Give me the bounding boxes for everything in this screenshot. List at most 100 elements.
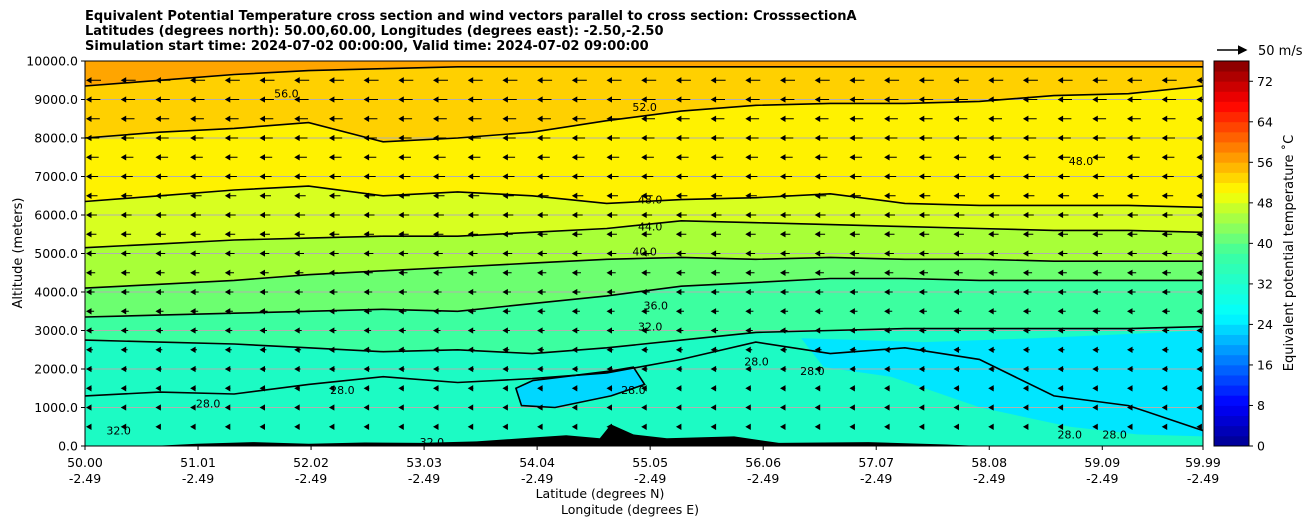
wind-vector [710, 192, 723, 199]
wind-vector [1161, 404, 1168, 411]
wind-vector [155, 77, 171, 84]
wind-vector [190, 77, 206, 84]
contour-label: 28.0 [1058, 428, 1083, 441]
wind-vector [641, 269, 651, 276]
wind-vector [190, 173, 203, 180]
colorbar-tick-label: 40 [1257, 236, 1273, 251]
wind-vector [884, 308, 893, 315]
wind-vector [1057, 346, 1065, 353]
wind-vector [190, 154, 203, 161]
wind-vector [537, 211, 548, 219]
wind-vector [328, 77, 344, 84]
colorbar-segment [1214, 334, 1249, 346]
wind-vector [467, 231, 479, 238]
wind-vector [432, 115, 447, 122]
wind-vector [918, 346, 926, 353]
wind-vector [155, 385, 162, 392]
wind-vector [85, 231, 97, 238]
wind-vector [988, 231, 999, 238]
wind-vector [884, 77, 900, 84]
wind-vector [1196, 346, 1203, 353]
wind-vector [432, 327, 441, 334]
wind-vector [1092, 211, 1104, 219]
wind-vector [1161, 134, 1175, 142]
wind-vector [85, 385, 92, 392]
wind-vector [641, 346, 649, 353]
y-axis-label: Altitude (meters) [11, 198, 26, 309]
wind-vector [606, 231, 617, 238]
wind-vector [224, 404, 231, 411]
wind-vector [606, 173, 619, 180]
wind-vector [1126, 365, 1134, 373]
wind-vector [849, 288, 858, 296]
wind-vector [745, 192, 757, 199]
wind-vector [398, 423, 404, 430]
wind-vector [398, 404, 404, 411]
wind-vector [1161, 327, 1170, 334]
wind-vector [328, 423, 335, 430]
wind-vector [1196, 269, 1203, 276]
wind-vector [224, 250, 235, 257]
wind-vector [675, 211, 687, 219]
colorbar-segment [1214, 162, 1249, 173]
wind-vector [294, 327, 302, 334]
wind-vector [1126, 173, 1140, 180]
wind-vector [953, 327, 961, 334]
wind-vector [675, 288, 685, 296]
wind-vector [467, 250, 478, 257]
wind-vector [675, 115, 690, 122]
wind-vector [710, 365, 717, 373]
wind-vector [432, 250, 443, 257]
wind-vector [155, 250, 166, 257]
wind-vector [1022, 211, 1034, 219]
wind-vector [1022, 134, 1037, 142]
wind-vector [884, 211, 895, 219]
wind-vector [675, 96, 691, 103]
wind-vector [1022, 231, 1034, 238]
wind-vector [745, 423, 751, 430]
wind-vector [224, 173, 237, 180]
wind-vector [918, 77, 934, 84]
wind-vector [675, 385, 682, 392]
wind-vector [675, 327, 684, 334]
wind-vector [1057, 115, 1072, 122]
wind-vector [849, 173, 862, 180]
wind-vector [953, 96, 968, 103]
wind-vector [190, 231, 201, 238]
wind-vector [641, 250, 651, 257]
wind-vector [1126, 404, 1133, 411]
wind-vector [1126, 154, 1140, 161]
wind-vector [918, 365, 926, 373]
wind-vector [467, 269, 477, 276]
wind-vector [537, 365, 544, 373]
wind-vector [606, 288, 616, 296]
wind-vector [432, 288, 442, 296]
wind-vector [745, 211, 757, 219]
wind-vector [259, 423, 265, 430]
colorbar-segment [1214, 91, 1249, 102]
wind-vector [814, 115, 829, 122]
wind-vector [814, 192, 827, 199]
title-line-2: Latitudes (degrees north): 50.00,60.00, … [85, 24, 664, 39]
wind-vector [224, 192, 237, 199]
colorbar-segment [1214, 364, 1249, 376]
wind-vector [675, 231, 687, 238]
wind-vector [259, 288, 269, 296]
wind-vector [432, 154, 446, 161]
wind-vector [779, 365, 787, 373]
wind-vector [537, 77, 553, 84]
wind-vector [606, 154, 620, 161]
wind-vector [120, 115, 135, 122]
wind-vector [641, 308, 650, 315]
wind-vector [467, 308, 476, 315]
wind-vector [849, 96, 864, 103]
wind-vector [224, 211, 236, 219]
wind-vector [537, 173, 550, 180]
colorbar-segment [1214, 172, 1249, 183]
wind-vector [988, 173, 1001, 180]
y-tick-label: 1000.0 [34, 400, 78, 415]
colorbar-segment [1214, 385, 1249, 396]
colorbar-segment [1214, 344, 1249, 356]
wind-vector [884, 115, 898, 122]
quiver-key-label: 50 m/s [1258, 44, 1303, 59]
